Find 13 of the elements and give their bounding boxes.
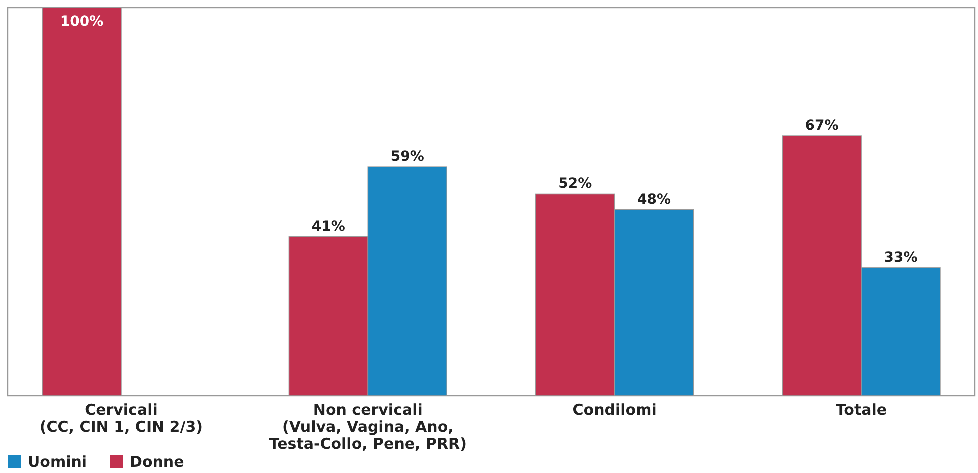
data-label: 100% [60,14,104,30]
legend-label: Donne [130,453,184,471]
data-label: 52% [558,176,592,192]
legend-label: Uomini [28,453,88,471]
data-label: 59% [390,149,424,166]
data-label: 33% [884,250,918,266]
x-tick-label: Condilomi [572,401,657,419]
data-label: 48% [638,192,672,208]
data-label: 41% [312,218,346,235]
x-tick-label: Cervicali (CC, CIN 1, CIN 2/3) [40,401,204,436]
data-label: 67% [805,118,839,134]
x-tick-label: Totale [836,401,888,419]
x-tick-label: Non cervicali (Vulva, Vagina, Ano, Testa-Collo, Pene, PRR) [269,401,467,453]
